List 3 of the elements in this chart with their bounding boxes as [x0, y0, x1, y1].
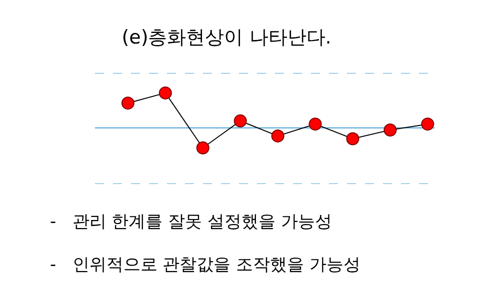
text: - 관리 한계를 잘못 설정했을 가능성: [50, 212, 332, 232]
text: - 인위적으로 관찰값을 조작했을 가능성: [50, 255, 361, 275]
chart-title: (e)층화현상이 나타난다.: [122, 26, 332, 49]
